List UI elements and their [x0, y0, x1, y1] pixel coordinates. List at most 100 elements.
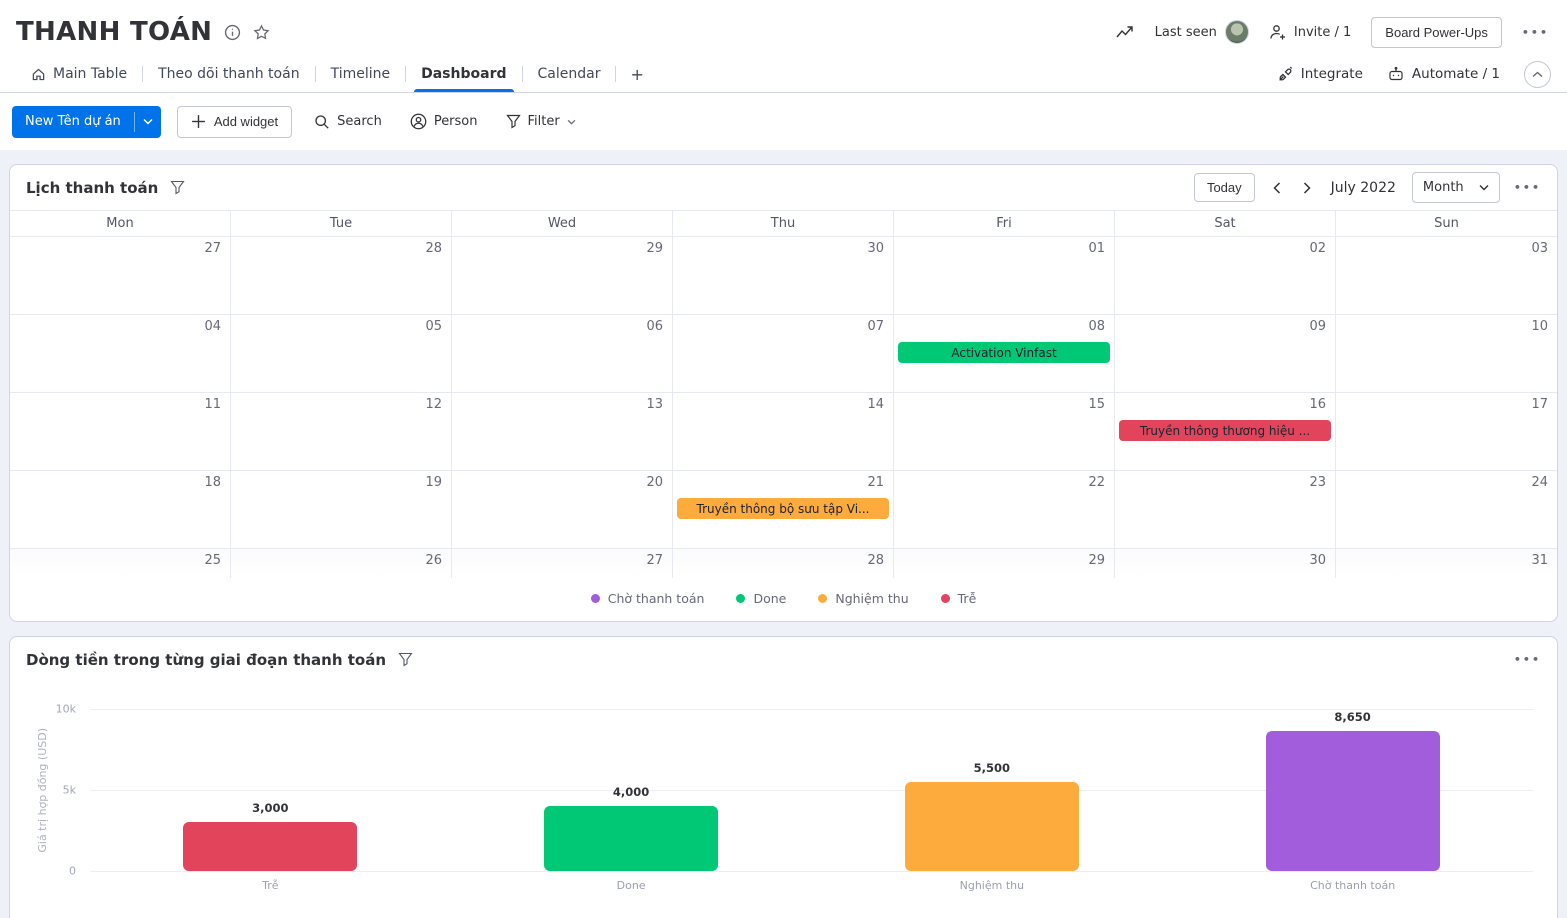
activity-icon[interactable]: [1116, 25, 1135, 40]
calendar-date-number: 31: [1531, 553, 1548, 568]
calendar-event[interactable]: Truyền thông bộ sưu tập Vi...: [677, 498, 889, 519]
collapse-header-button[interactable]: [1524, 60, 1551, 88]
user-avatar[interactable]: [1224, 20, 1249, 44]
calendar-cell[interactable]: 09: [1115, 314, 1336, 392]
tab-dashboard[interactable]: Dashboard: [406, 56, 521, 92]
calendar-cell[interactable]: 12: [231, 392, 452, 470]
tab-calendar[interactable]: Calendar: [537, 66, 601, 82]
search-button[interactable]: Search: [308, 114, 388, 130]
filter-button[interactable]: Filter: [500, 114, 582, 129]
calendar-cell[interactable]: 17: [1336, 392, 1557, 470]
add-tab-button[interactable]: +: [630, 64, 644, 84]
calendar-cell[interactable]: 01: [894, 236, 1115, 314]
calendar-cell[interactable]: 22: [894, 470, 1115, 548]
gridline: [90, 709, 1533, 710]
tab-main-table[interactable]: Main Table: [16, 56, 142, 92]
chevron-right-icon: [1303, 181, 1311, 194]
tab-timeline[interactable]: Timeline: [330, 66, 391, 82]
calendar-cell[interactable]: 11: [10, 392, 231, 470]
widget-filter-icon[interactable]: [170, 180, 185, 195]
bar-value-label: 5,500: [973, 760, 1011, 775]
legend-item: Nghiệm thu: [818, 591, 909, 606]
tab-theo-doi-thanh-toan[interactable]: Theo dõi thanh toán: [158, 66, 300, 82]
board-tabs-row: Main Table Theo dõi thanh toán Timeline …: [0, 56, 1567, 93]
calendar-cell[interactable]: 20: [452, 470, 673, 548]
calendar-date-number: 08: [1088, 319, 1105, 334]
next-month-button[interactable]: [1299, 178, 1315, 198]
calendar-cell[interactable]: 26: [231, 548, 452, 578]
calendar-cell[interactable]: 10: [1336, 314, 1557, 392]
calendar-cell[interactable]: 27: [10, 236, 231, 314]
calendar-cell[interactable]: 30: [673, 236, 894, 314]
calendar-cell[interactable]: 13: [452, 392, 673, 470]
view-mode-select[interactable]: Month: [1411, 172, 1500, 203]
bar-column: 3,000: [90, 709, 451, 871]
calendar-date-number: 28: [867, 553, 884, 568]
calendar-date-number: 27: [204, 241, 221, 256]
calendar-cell[interactable]: 07: [673, 314, 894, 392]
new-item-dropdown[interactable]: [135, 106, 161, 138]
add-widget-button[interactable]: Add widget: [176, 105, 293, 138]
today-button[interactable]: Today: [1193, 173, 1255, 202]
calendar-cell[interactable]: 25: [10, 548, 231, 578]
calendar-cell[interactable]: 04: [10, 314, 231, 392]
calendar-cell[interactable]: 08 Activation Vinfast: [894, 314, 1115, 392]
calendar-cell[interactable]: 31: [1336, 548, 1557, 578]
calendar-cell[interactable]: 06: [452, 314, 673, 392]
chevron-up-icon: [1532, 71, 1543, 77]
bar-Trễ[interactable]: 3,000: [183, 801, 358, 871]
calendar-date-number: 28: [425, 241, 442, 256]
integrate-button[interactable]: Integrate: [1277, 66, 1363, 83]
calendar-cell[interactable]: 29: [452, 236, 673, 314]
last-seen-label: Last seen: [1154, 24, 1217, 40]
chevron-down-icon: [1479, 185, 1489, 191]
tab-separator: [314, 66, 316, 82]
calendar-cell[interactable]: 18: [10, 470, 231, 548]
person-filter-button[interactable]: Person: [404, 113, 484, 130]
calendar-cell[interactable]: 28: [673, 548, 894, 578]
calendar-cell[interactable]: 23: [1115, 470, 1336, 548]
automate-button[interactable]: Automate / 1: [1387, 66, 1500, 83]
new-item-button[interactable]: New Tên dự án: [12, 105, 161, 138]
calendar-date-number: 24: [1531, 475, 1548, 490]
calendar-event[interactable]: Truyền thông thương hiệu ...: [1119, 420, 1331, 441]
calendar-cell[interactable]: 21 Truyền thông bộ sưu tập Vi...: [673, 470, 894, 548]
calendar-date-number: 21: [867, 475, 884, 490]
invite-label: Invite / 1: [1293, 24, 1352, 40]
info-icon[interactable]: [224, 24, 241, 41]
calendar-cell[interactable]: 28: [231, 236, 452, 314]
legend-dot: [736, 594, 746, 603]
bar-Done[interactable]: 4,000: [544, 785, 719, 871]
new-item-label[interactable]: New Tên dự án: [25, 114, 121, 129]
last-seen[interactable]: Last seen: [1155, 20, 1249, 44]
calendar-cell[interactable]: 15: [894, 392, 1115, 470]
calendar-cell[interactable]: 16 Truyền thông thương hiệu ...: [1115, 392, 1336, 470]
invite-button[interactable]: Invite / 1: [1269, 24, 1351, 41]
legend-dot: [590, 594, 600, 603]
calendar-cell[interactable]: 05: [231, 314, 452, 392]
bar-chart: Giá trị hợp đồng (USD) 3,000 4,000 5,500 8,…: [10, 682, 1557, 918]
calendar-cell[interactable]: 30: [1115, 548, 1336, 578]
favorite-star-icon[interactable]: [253, 23, 270, 41]
bar-Chờ thanh toán[interactable]: 8,650: [1265, 710, 1440, 871]
calendar-date-number: 20: [646, 475, 663, 490]
calendar-cell[interactable]: 14: [673, 392, 894, 470]
calendar-cell[interactable]: 02: [1115, 236, 1336, 314]
bar-Nghiệm thu[interactable]: 5,500: [904, 761, 1079, 871]
calendar-cell[interactable]: 27: [452, 548, 673, 578]
calendar-cell[interactable]: 03: [1336, 236, 1557, 314]
calendar-cell[interactable]: 19: [231, 470, 452, 548]
board-power-ups-button[interactable]: Board Power-Ups: [1371, 16, 1502, 48]
widget-filter-icon[interactable]: [398, 652, 413, 667]
day-header-thu: Thu: [673, 211, 894, 236]
calendar-cell[interactable]: 29: [894, 548, 1115, 578]
calendar-widget-menu-icon[interactable]: •••: [1513, 181, 1541, 194]
board-menu-icon[interactable]: •••: [1521, 25, 1549, 39]
day-header-sun: Sun: [1434, 216, 1459, 231]
chart-widget-menu-icon[interactable]: •••: [1513, 653, 1541, 666]
prev-month-button[interactable]: [1269, 178, 1285, 198]
legend-item: Trễ: [940, 591, 976, 606]
calendar-event[interactable]: Activation Vinfast: [898, 342, 1110, 363]
calendar-cell[interactable]: 24: [1336, 470, 1557, 548]
button-divider: [133, 111, 135, 132]
